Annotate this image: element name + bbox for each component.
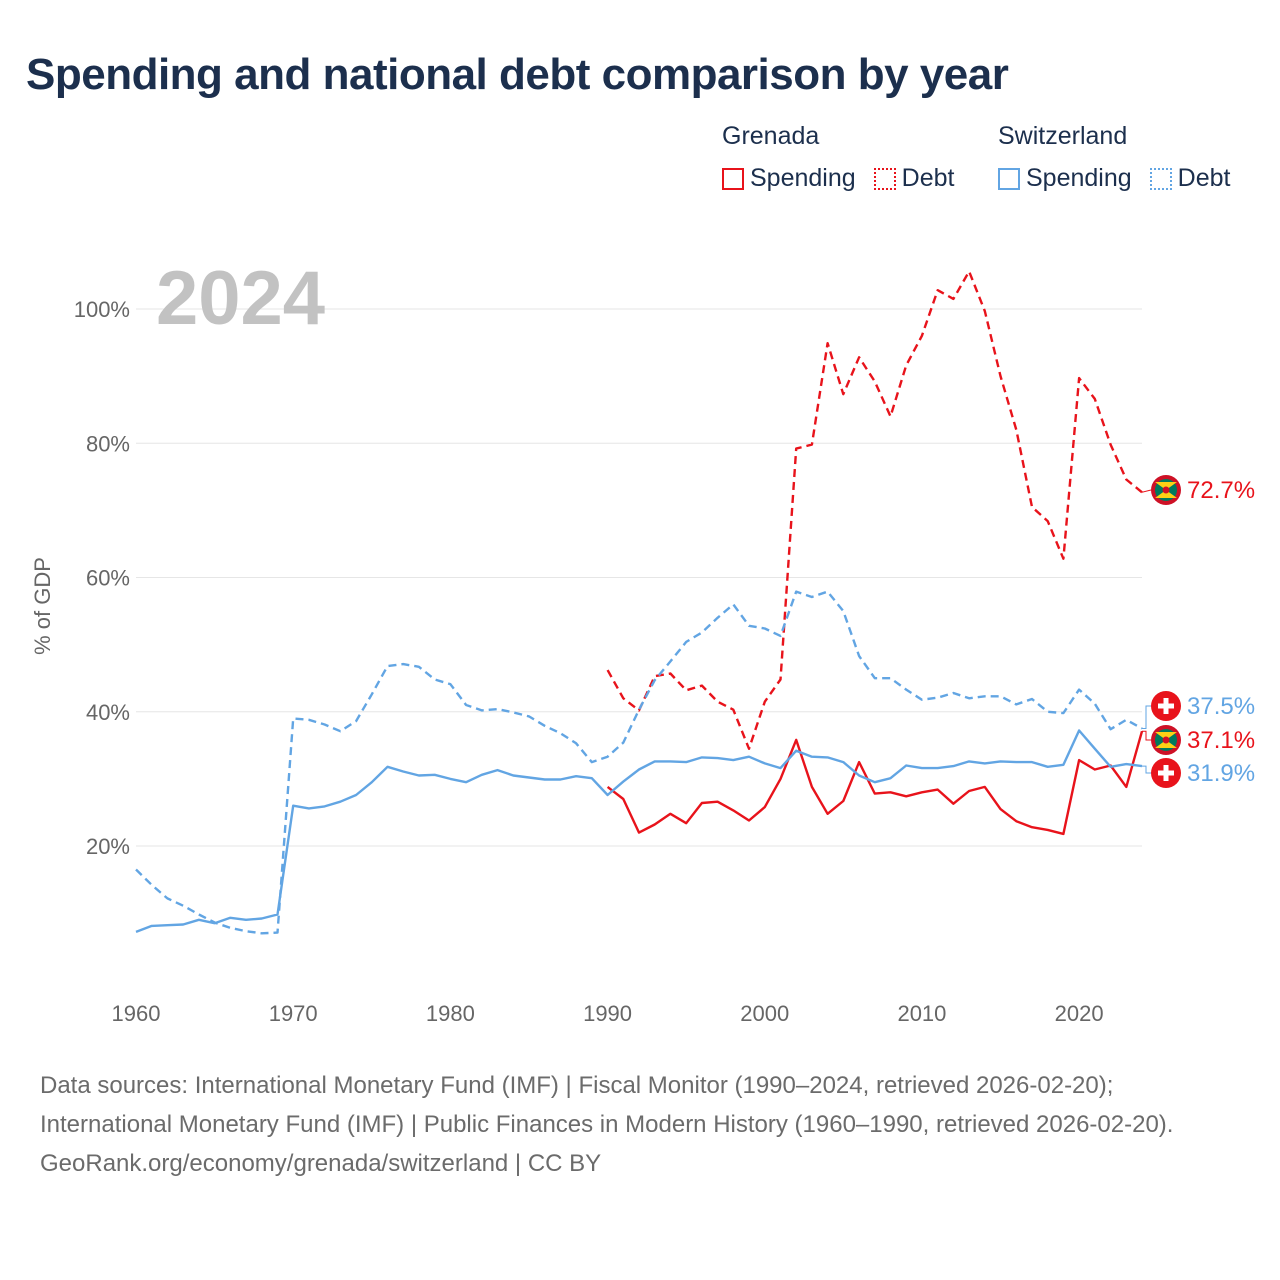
legend-item-switzerland-debt[interactable]: Debt [1149, 164, 1231, 193]
switzerland-flag-icon [1151, 691, 1181, 721]
year-label: 2024 [156, 256, 325, 341]
data-sources-text: Data sources: International Monetary Fun… [40, 1072, 1174, 1138]
source-notes: Data sources: International Monetary Fun… [40, 1066, 1240, 1183]
end-value-label-switzerland-debt: 37.5% [1187, 693, 1255, 720]
x-tick-label: 2020 [1055, 1001, 1104, 1026]
y-axis-title: % of GDP [30, 557, 55, 655]
chart-title: Spending and national debt comparison by… [26, 50, 1009, 99]
y-tick-label: 100% [74, 297, 130, 322]
end-value-label-grenada-debt: 72.7% [1187, 477, 1255, 504]
y-tick-label: 40% [86, 700, 130, 725]
legend-swatch-solid [998, 167, 1020, 190]
line-chart: 20% 40% 60% 80% 100% 1960 1970 1980 1990 2000 2010… [30, 256, 1255, 1026]
label-connector [1141, 489, 1152, 493]
attribution-link[interactable]: GeoRank.org/economy/grenada/switzerland … [40, 1150, 602, 1177]
end-value-label-switzerland-spending: 31.9% [1187, 760, 1255, 787]
legend-item-grenada-spending[interactable]: Spending [722, 164, 856, 193]
legend-swatch-dotted [873, 167, 896, 190]
y-tick-label: 80% [86, 431, 130, 456]
legend-label: Spending [750, 164, 856, 192]
series-line-switzerland-spending[interactable] [135, 729, 1143, 934]
label-connector [1142, 705, 1151, 730]
label-connector [1142, 730, 1151, 741]
x-tick-label: 2000 [740, 1001, 789, 1026]
label-connector [1142, 765, 1151, 774]
legend-swatch-solid [722, 167, 744, 190]
legend-label: Debt [901, 164, 955, 192]
legend-group-grenada: Grenada Spending Debt [722, 122, 972, 193]
x-tick-label: 2010 [897, 1001, 946, 1026]
legend-item-grenada-debt[interactable]: Debt [873, 164, 955, 193]
legend-label: Spending [1026, 164, 1132, 192]
legend-title-switzerland: Switzerland [998, 122, 1128, 150]
x-tick-label: 1980 [426, 1001, 475, 1026]
legend-label: Debt [1177, 164, 1231, 192]
series-line-grenada-spending[interactable] [606, 730, 1144, 836]
grenada-flag-icon [1151, 475, 1181, 505]
x-tick-label: 1960 [112, 1001, 161, 1026]
series-line-grenada-debt[interactable] [606, 270, 1143, 750]
legend-title-grenada: Grenada [722, 122, 820, 150]
legend-item-switzerland-spending[interactable]: Spending [998, 164, 1132, 193]
x-tick-label: 1990 [583, 1001, 632, 1026]
y-tick-label: 60% [86, 566, 130, 591]
end-value-label-grenada-spending: 37.1% [1187, 727, 1255, 754]
series-layer [135, 270, 1144, 935]
grenada-flag-icon [1151, 725, 1181, 755]
y-tick-label: 20% [86, 834, 130, 859]
x-tick-label: 1970 [269, 1001, 318, 1026]
legend-swatch-dotted [1149, 167, 1172, 190]
end-marker-layer: 72.7% 37.5% 37.1% 31.9% [1141, 475, 1255, 788]
grid-layer: 20% 40% 60% 80% 100% 1960 1970 1980 1990 2000 2010… [74, 297, 1142, 1026]
legend-group-switzerland: Switzerland Spending Debt [998, 122, 1230, 193]
switzerland-flag-icon [1151, 758, 1181, 788]
